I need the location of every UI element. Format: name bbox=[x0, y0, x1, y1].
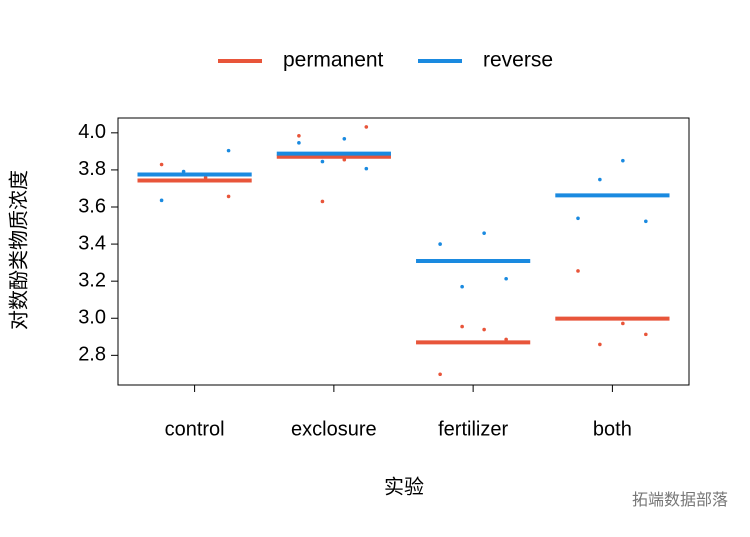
data-point bbox=[342, 157, 347, 162]
data-point bbox=[159, 162, 164, 167]
data-point bbox=[364, 125, 369, 129]
data-point bbox=[226, 148, 231, 153]
data-point bbox=[320, 159, 325, 164]
data-point bbox=[598, 342, 602, 347]
plot-frame bbox=[117, 117, 690, 386]
data-point bbox=[576, 216, 580, 221]
data-point bbox=[203, 175, 208, 180]
data-point bbox=[644, 332, 648, 337]
y-tick-label: 3.8 bbox=[78, 158, 106, 180]
data-point bbox=[438, 372, 442, 377]
data-point bbox=[504, 337, 508, 342]
data-point bbox=[181, 169, 186, 174]
x-tick-label: fertilizer bbox=[438, 418, 508, 440]
data-point bbox=[460, 324, 464, 329]
data-point bbox=[460, 284, 464, 289]
data-point bbox=[364, 166, 369, 171]
legend-label: reverse bbox=[483, 49, 553, 72]
data-point bbox=[482, 327, 486, 332]
data-point bbox=[297, 134, 301, 138]
data-point bbox=[226, 194, 231, 199]
y-tick-label: 3.2 bbox=[78, 269, 106, 291]
x-tick-label: exclosure bbox=[291, 418, 377, 440]
watermark: 拓端数据部落 bbox=[632, 491, 728, 509]
x-axis-label: 实验 bbox=[384, 475, 424, 498]
data-point bbox=[342, 136, 347, 141]
data-point bbox=[320, 199, 325, 204]
data-point bbox=[438, 242, 442, 246]
y-tick-label: 3.4 bbox=[78, 232, 106, 254]
y-axis-label: 对数酚类物质浓度 bbox=[7, 170, 30, 330]
x-tick-label: control bbox=[165, 418, 225, 440]
y-tick-label: 2.8 bbox=[78, 344, 106, 366]
data-point bbox=[621, 321, 625, 326]
x-tick-label: both bbox=[593, 418, 632, 440]
data-point bbox=[159, 198, 164, 203]
data-point bbox=[482, 231, 486, 235]
data-point bbox=[621, 158, 625, 163]
y-tick-label: 4.0 bbox=[78, 121, 106, 143]
data-point bbox=[297, 141, 301, 145]
y-tick-label: 3.0 bbox=[78, 307, 106, 329]
data-point bbox=[598, 177, 602, 182]
data-point bbox=[504, 276, 508, 281]
data-point bbox=[644, 219, 648, 224]
legend-label: permanent bbox=[283, 49, 384, 72]
y-tick-label: 3.6 bbox=[78, 195, 106, 217]
data-point bbox=[576, 269, 580, 273]
